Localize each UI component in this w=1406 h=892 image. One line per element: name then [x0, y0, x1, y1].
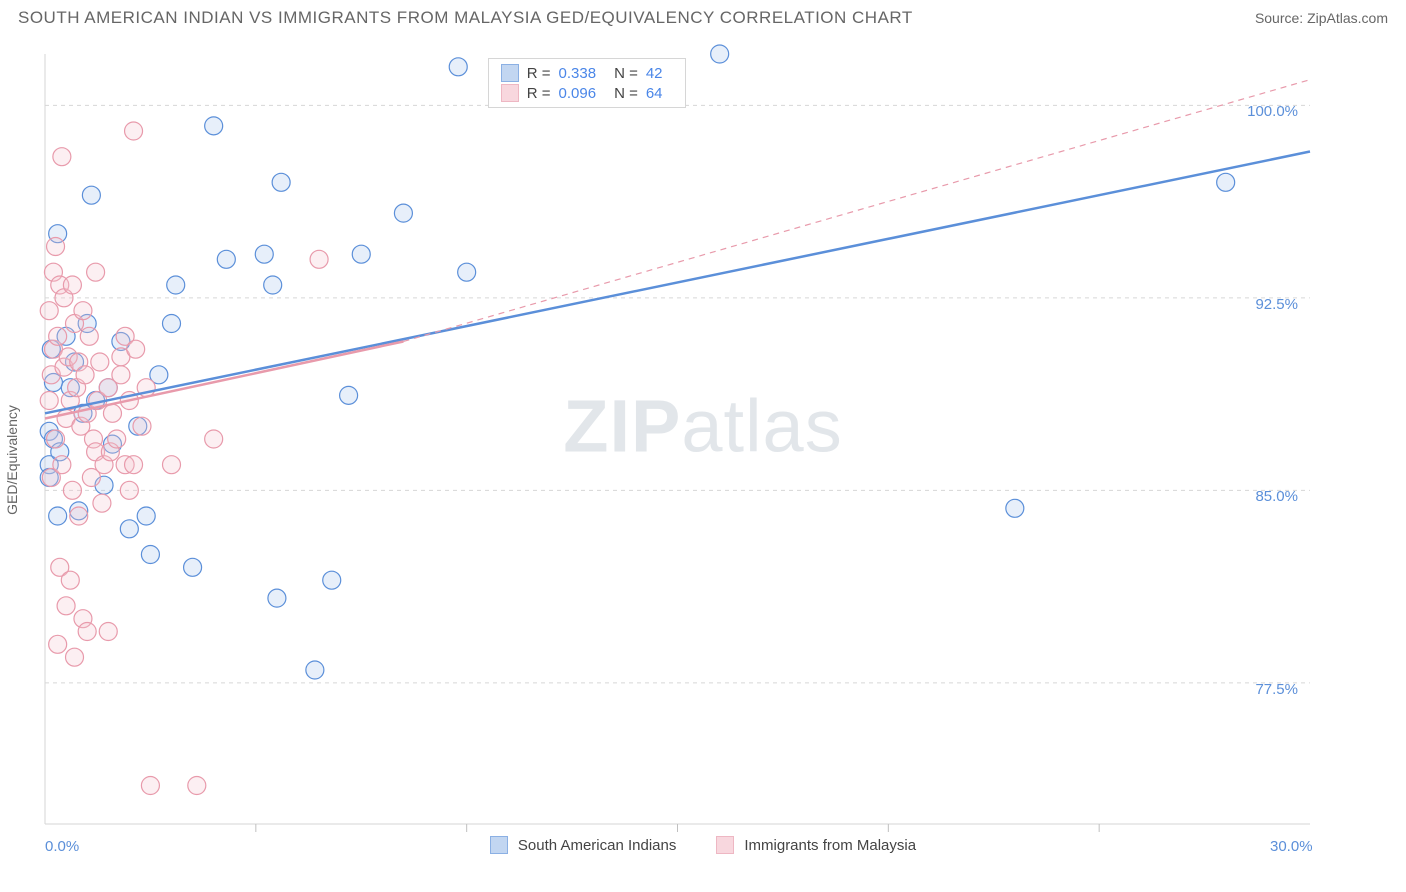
legend-item: Immigrants from Malaysia: [716, 836, 916, 854]
data-point: [205, 117, 223, 135]
correlation-legend: R = 0.338 N = 42 R = 0.096 N = 64: [488, 58, 686, 108]
legend-label: Immigrants from Malaysia: [744, 837, 916, 854]
n-label: N =: [614, 65, 638, 82]
data-point: [87, 263, 105, 281]
data-point: [167, 276, 185, 294]
data-point: [255, 245, 273, 263]
data-point: [184, 558, 202, 576]
data-point: [47, 430, 65, 448]
data-point: [120, 520, 138, 538]
data-point: [133, 417, 151, 435]
r-value: 0.096: [559, 85, 597, 102]
data-point: [49, 635, 67, 653]
y-tick-label: 92.5%: [1255, 296, 1298, 313]
n-value: 42: [646, 65, 663, 82]
x-tick-label: 0.0%: [45, 838, 79, 855]
data-point: [458, 263, 476, 281]
data-point: [137, 507, 155, 525]
data-point: [53, 456, 71, 474]
data-point: [340, 386, 358, 404]
data-point: [141, 546, 159, 564]
data-point: [1006, 499, 1024, 517]
source-attribution: Source: ZipAtlas.com: [1255, 10, 1388, 26]
data-point: [99, 623, 117, 641]
data-point: [188, 777, 206, 795]
chart-title: SOUTH AMERICAN INDIAN VS IMMIGRANTS FROM…: [18, 8, 913, 28]
data-point: [272, 173, 290, 191]
data-point: [40, 392, 58, 410]
data-point: [66, 648, 84, 666]
legend-swatch: [716, 836, 734, 854]
data-point: [78, 623, 96, 641]
data-point: [125, 122, 143, 140]
legend-row: R = 0.096 N = 64: [489, 83, 685, 103]
data-point: [49, 327, 67, 345]
data-point: [108, 430, 126, 448]
r-label: R =: [527, 85, 551, 102]
data-point: [103, 404, 121, 422]
r-value: 0.338: [559, 65, 597, 82]
data-point: [163, 456, 181, 474]
data-point: [352, 245, 370, 263]
x-tick-label: 30.0%: [1270, 838, 1313, 855]
legend-swatch: [501, 64, 519, 82]
y-tick-label: 77.5%: [1255, 681, 1298, 698]
data-point: [76, 366, 94, 384]
data-point: [163, 315, 181, 333]
data-point: [63, 276, 81, 294]
data-point: [91, 353, 109, 371]
data-point: [205, 430, 223, 448]
data-point: [127, 340, 145, 358]
data-point: [1217, 173, 1235, 191]
r-label: R =: [527, 65, 551, 82]
data-point: [141, 777, 159, 795]
legend-swatch: [490, 836, 508, 854]
data-point: [49, 507, 67, 525]
data-point: [323, 571, 341, 589]
trend-extrapolation: [403, 80, 1310, 342]
scatter-plot: [0, 34, 1406, 886]
data-point: [112, 366, 130, 384]
data-point: [268, 589, 286, 607]
data-point: [70, 507, 88, 525]
data-point: [306, 661, 324, 679]
data-point: [63, 481, 81, 499]
data-point: [47, 238, 65, 256]
y-axis-label: GED/Equivalency: [4, 405, 20, 515]
y-tick-label: 85.0%: [1255, 488, 1298, 505]
data-point: [93, 494, 111, 512]
legend-swatch: [501, 84, 519, 102]
series-legend: South American Indians Immigrants from Ma…: [0, 836, 1406, 854]
data-point: [310, 250, 328, 268]
data-point: [711, 45, 729, 63]
data-point: [82, 186, 100, 204]
data-point: [57, 597, 75, 615]
data-point: [449, 58, 467, 76]
y-tick-label: 100.0%: [1247, 103, 1298, 120]
n-value: 64: [646, 85, 663, 102]
data-point: [394, 204, 412, 222]
data-point: [53, 148, 71, 166]
data-point: [80, 327, 98, 345]
legend-label: South American Indians: [518, 837, 676, 854]
data-point: [264, 276, 282, 294]
data-point: [40, 302, 58, 320]
legend-item: South American Indians: [490, 836, 676, 854]
data-point: [120, 481, 138, 499]
trend-line: [45, 152, 1310, 414]
data-point: [61, 571, 79, 589]
chart-container: GED/Equivalency ZIPatlas R =0.338N =42R …: [0, 34, 1406, 886]
data-point: [74, 302, 92, 320]
data-point: [125, 456, 143, 474]
data-point: [217, 250, 235, 268]
n-label: N =: [614, 85, 638, 102]
legend-row: R = 0.338 N = 42: [489, 63, 685, 83]
